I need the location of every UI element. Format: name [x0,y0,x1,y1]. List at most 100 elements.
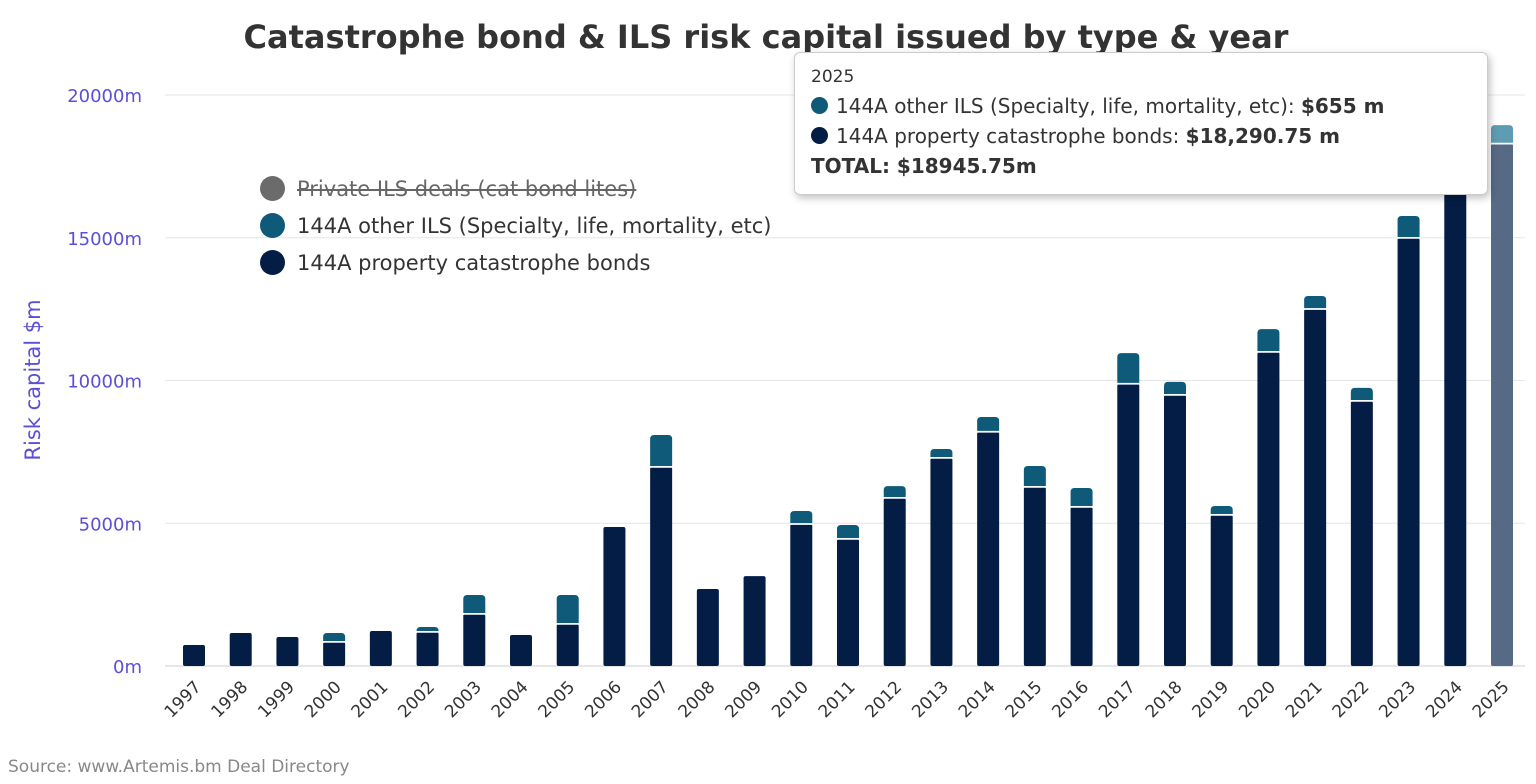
x-tick-label: 1997 [161,677,206,722]
x-tick-label: 2011 [815,677,860,722]
bar-property-cat-bonds [183,645,205,666]
bar-property-cat-bonds [1023,486,1046,666]
x-tick-label: 2004 [488,677,533,722]
bar-property-cat-bonds [1257,351,1280,666]
x-tick-label: 2020 [1235,677,1280,722]
x-tick-label: 2023 [1375,677,1420,722]
bar-other-ils [1117,353,1140,383]
bar-property-cat-bonds [1210,514,1233,666]
bar-other-ils [930,449,953,458]
x-tick-label: 2012 [862,677,907,722]
x-tick-label: 2006 [581,677,626,722]
bar-property-cat-bonds [837,538,859,666]
bar-other-ils [1257,329,1280,351]
tooltip-total-label: TOTAL: [811,154,897,178]
bar-property-cat-bonds [323,642,346,666]
bar-other-ils [1491,125,1513,143]
x-tick-label: 2007 [628,677,673,722]
bar-property-cat-bonds [650,467,673,666]
x-tick-label: 2005 [535,677,580,722]
bar-other-ils [1304,295,1327,309]
bar-other-ils [1397,216,1420,238]
y-tick-label: 20000m [67,86,142,107]
x-tick-label: 2014 [955,677,1000,722]
x-tick-label: 2022 [1329,677,1374,722]
x-tick-label: 2017 [1095,677,1140,722]
legend-item-other-ils[interactable]: 144A other ILS (Specialty, life, mortali… [260,207,771,244]
x-tick-label: 2021 [1282,677,1327,722]
bar-property-cat-bonds [416,632,439,666]
tooltip-row: 144A other ILS (Specialty, life, mortali… [811,91,1471,121]
x-tick-label: 2018 [1142,677,1187,722]
legend-item-private-ils[interactable]: Private ILS deals (cat bond lites) [260,170,771,207]
bar-property-cat-bonds [883,497,906,666]
bar-other-ils [1210,505,1233,514]
bar-property-cat-bonds [369,631,392,666]
legend-label: 144A other ILS (Specialty, life, mortali… [297,213,772,238]
bar-other-ils [1070,487,1093,506]
bar-other-ils [977,417,1000,431]
legend-item-property-cat-bonds[interactable]: 144A property catastrophe bonds [260,244,771,281]
bar-property-cat-bonds [1164,395,1186,666]
bar-property-cat-bonds [276,637,299,666]
source-credit: Source: www.Artemis.bm Deal Directory [8,757,350,777]
x-tick-label: 2016 [1048,677,1093,722]
legend: Private ILS deals (cat bond lites) 144A … [260,170,771,281]
x-tick-label: 2008 [675,677,720,722]
legend-label: 144A property catastrophe bonds [297,250,651,275]
series-dot-icon [811,97,828,114]
bar-other-ils [416,627,439,632]
bar-property-cat-bonds [1491,143,1513,667]
bar-other-ils [1350,387,1373,401]
y-axis-label: Risk capital $m [21,299,45,460]
bar-other-ils [883,486,906,497]
y-tick-label: 10000m [67,372,142,393]
bar-property-cat-bonds [1304,309,1327,666]
x-tick-label: 2024 [1422,677,1467,722]
bar-property-cat-bonds [603,526,626,666]
legend-marker-icon [260,213,285,238]
bar-property-cat-bonds [229,633,252,666]
tooltip-total-value: $18945.75m [896,154,1037,178]
tooltip-row: 144A property catastrophe bonds: $18,290… [811,121,1471,151]
tooltip-total: TOTAL: $18945.75m [811,151,1471,181]
x-tick-label: 2002 [394,677,439,722]
x-tick-label: 1998 [208,677,253,722]
x-tick-label: 2013 [908,677,953,722]
x-tick-label: 2015 [1002,677,1047,722]
x-tick-label: 2025 [1469,677,1514,722]
bar-other-ils [463,594,486,614]
x-tick-label: 2010 [768,677,813,722]
bar-property-cat-bonds [743,576,766,666]
legend-marker-icon [260,176,285,201]
y-tick-label: 0m [113,657,142,678]
bar-property-cat-bonds [510,635,532,666]
tooltip: 2025 144A other ILS (Specialty, life, mo… [794,52,1488,195]
tooltip-value: $655 m [1300,94,1385,118]
bar-property-cat-bonds [1397,238,1420,666]
bar-property-cat-bonds [1117,383,1140,666]
tooltip-label: 144A other ILS (Specialty, life, mortali… [836,94,1301,118]
bar-property-cat-bonds [556,624,579,666]
x-tick-label: 2000 [301,677,346,722]
bar-property-cat-bonds [1350,401,1373,666]
bar-other-ils [556,594,579,624]
tooltip-label: 144A property catastrophe bonds: [836,124,1186,148]
legend-label: Private ILS deals (cat bond lites) [297,176,637,201]
bar-property-cat-bonds [790,524,813,666]
bar-property-cat-bonds [1444,174,1467,666]
bar-other-ils [650,435,673,467]
bar-property-cat-bonds [1070,506,1093,666]
x-tick-label: 1999 [254,677,299,722]
bar-other-ils [1164,381,1186,395]
tooltip-year: 2025 [811,67,855,87]
y-tick-label: 15000m [67,229,142,250]
series-dot-icon [811,127,828,144]
bar-other-ils [837,524,859,538]
x-tick-label: 2019 [1189,677,1234,722]
bar-property-cat-bonds [696,589,719,666]
bar-property-cat-bonds [977,431,1000,666]
x-tick-label: 2009 [721,677,766,722]
bar-property-cat-bonds [930,458,953,666]
tooltip-value: $18,290.75 m [1185,124,1340,148]
